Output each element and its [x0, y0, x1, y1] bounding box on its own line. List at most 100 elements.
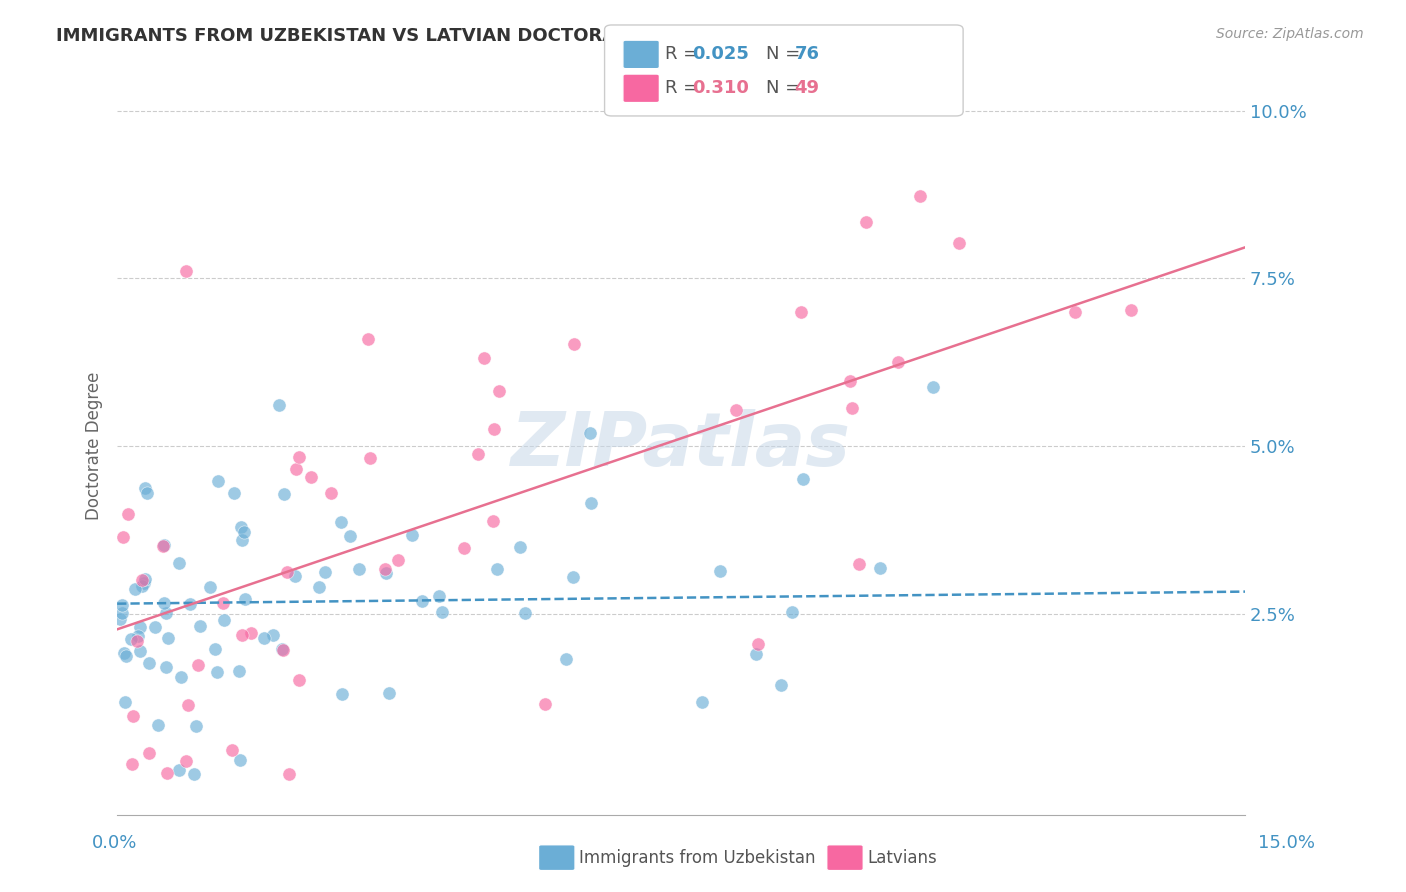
Point — [387, 552, 409, 566]
Point — [276, 565, 298, 579]
Point — [375, 566, 398, 580]
Point — [188, 619, 211, 633]
Point — [745, 647, 768, 661]
Point — [270, 641, 292, 656]
Point — [198, 580, 221, 594]
Point — [467, 447, 489, 461]
Point — [869, 561, 891, 575]
Point — [485, 562, 508, 576]
Text: N =: N = — [766, 79, 806, 97]
Text: IMMIGRANTS FROM UZBEKISTAN VS LATVIAN DOCTORATE DEGREE CORRELATION CHART: IMMIGRANTS FROM UZBEKISTAN VS LATVIAN DO… — [56, 27, 948, 45]
Point — [359, 450, 381, 465]
Point — [232, 524, 254, 539]
Point — [1119, 303, 1142, 318]
Point — [790, 305, 813, 319]
Point — [120, 632, 142, 646]
Point — [848, 557, 870, 571]
Point — [155, 660, 177, 674]
Point — [131, 578, 153, 592]
Text: Immigrants from Uzbekistan: Immigrants from Uzbekistan — [579, 849, 815, 867]
Point — [183, 767, 205, 781]
Point — [472, 351, 495, 365]
Text: 15.0%: 15.0% — [1257, 834, 1315, 852]
Point — [111, 606, 134, 620]
Point — [231, 533, 253, 548]
Point — [948, 235, 970, 250]
Point — [262, 628, 284, 642]
Point — [1064, 305, 1087, 319]
Point — [222, 486, 245, 500]
Point — [211, 595, 233, 609]
Point — [277, 767, 299, 781]
Point — [146, 718, 169, 732]
Point — [134, 575, 156, 590]
Text: N =: N = — [766, 45, 806, 63]
Point — [112, 647, 135, 661]
Point — [233, 591, 256, 606]
Point — [579, 425, 602, 440]
Point — [143, 620, 166, 634]
Point — [152, 537, 174, 551]
Point — [131, 573, 153, 587]
Point — [330, 687, 353, 701]
Point — [562, 570, 585, 584]
Point — [240, 626, 263, 640]
Point — [509, 541, 531, 555]
Point — [138, 657, 160, 671]
Point — [115, 648, 138, 663]
Point — [177, 698, 200, 712]
Point — [129, 620, 152, 634]
Point — [134, 572, 156, 586]
Point — [129, 643, 152, 657]
Point — [127, 629, 149, 643]
Point — [117, 507, 139, 521]
Point — [356, 332, 378, 346]
Point — [111, 599, 134, 613]
Point — [121, 756, 143, 771]
Point — [204, 642, 226, 657]
Point — [284, 462, 307, 476]
Point — [321, 485, 343, 500]
Point — [769, 678, 792, 692]
Point — [174, 755, 197, 769]
Point — [411, 593, 433, 607]
Point — [347, 562, 370, 576]
Text: 0.310: 0.310 — [692, 79, 748, 97]
Point — [482, 422, 505, 436]
Point — [329, 515, 352, 529]
Point — [378, 686, 401, 700]
Point — [111, 530, 134, 544]
Point — [780, 605, 803, 619]
Text: 0.025: 0.025 — [692, 45, 748, 63]
Point — [138, 746, 160, 760]
Point — [184, 719, 207, 733]
Point — [174, 263, 197, 277]
Point — [124, 582, 146, 596]
Point — [482, 514, 505, 528]
Point — [187, 658, 209, 673]
Point — [513, 606, 536, 620]
Point — [709, 564, 731, 578]
Point — [886, 354, 908, 368]
Point — [855, 215, 877, 229]
Point — [229, 520, 252, 534]
Text: 49: 49 — [794, 79, 820, 97]
Point — [747, 638, 769, 652]
Point — [287, 673, 309, 687]
Point — [534, 697, 557, 711]
Point — [374, 562, 396, 576]
Point — [167, 763, 190, 777]
Point — [228, 664, 250, 678]
Point — [108, 612, 131, 626]
Text: 76: 76 — [794, 45, 820, 63]
Point — [488, 384, 510, 398]
Point — [562, 336, 585, 351]
Point — [581, 496, 603, 510]
Point — [207, 475, 229, 489]
Text: Latvians: Latvians — [868, 849, 938, 867]
Point — [269, 398, 291, 412]
Text: R =: R = — [665, 45, 704, 63]
Point — [231, 628, 253, 642]
Point — [229, 753, 252, 767]
Point — [427, 590, 450, 604]
